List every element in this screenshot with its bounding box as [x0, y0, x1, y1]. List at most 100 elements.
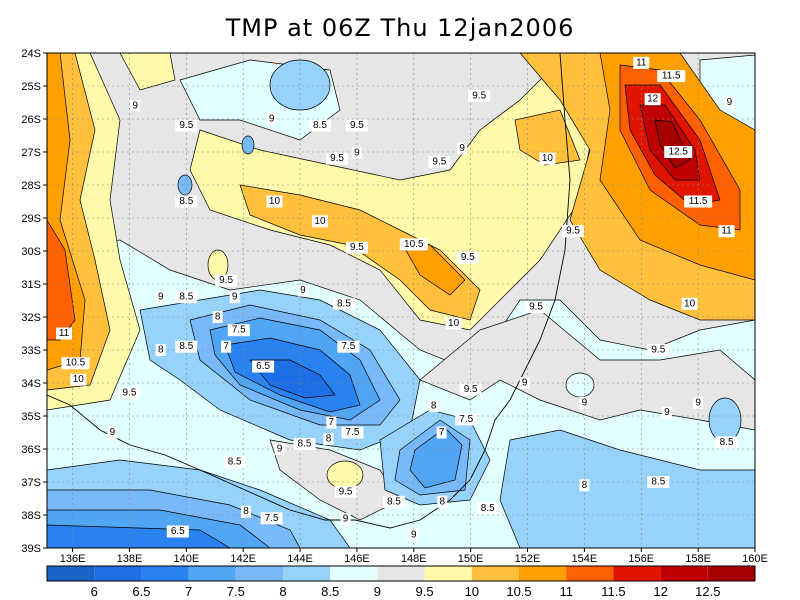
- fill-9.5-10: [119, 53, 176, 91]
- x-tick-label: 160E: [742, 553, 768, 565]
- x-tick-label: 158E: [685, 553, 711, 565]
- contour-label-bg: [326, 152, 349, 165]
- contour-label: 9: [110, 427, 116, 438]
- contour-label-bg: [428, 155, 451, 168]
- contour-label: 7.5: [341, 341, 355, 352]
- contour-label-bg: [221, 340, 232, 353]
- colorbar-swatch: [660, 566, 708, 581]
- colorbar-swatch: [94, 566, 142, 581]
- contour-label: 7: [439, 427, 445, 438]
- colorbar-label: 8: [279, 584, 286, 599]
- contour-label: 9: [459, 143, 465, 154]
- contour-label: 9: [269, 114, 275, 125]
- y-tick-label: 26S: [21, 114, 41, 126]
- contour-label: 10.5: [404, 239, 424, 250]
- contour-label-bg: [241, 505, 252, 518]
- contour-label-bg: [664, 146, 693, 158]
- contour-label-bg: [266, 113, 277, 125]
- contour-label: 6.5: [256, 361, 270, 372]
- colorbar-swatch: [707, 566, 755, 581]
- y-tick-label: 36S: [21, 444, 41, 456]
- contour-label: 11: [59, 328, 70, 339]
- x-tick-label: 138E: [117, 553, 143, 565]
- contour-label: 7: [223, 341, 229, 352]
- x-tick-label: 136E: [60, 553, 86, 565]
- contour-label: 7.5: [232, 325, 246, 336]
- contour-label: 9: [522, 378, 528, 389]
- contour-label: 10: [542, 153, 554, 164]
- contour-label-bg: [408, 528, 419, 541]
- contour-label-bg: [118, 386, 141, 399]
- y-axis-ticks: 24S 25S 26S 27S 28S 29S 30S 31S 32S 33S 34S 35S 36S 3…: [21, 48, 47, 555]
- fill-8.5-9: [565, 372, 595, 398]
- contour-label: 9.5: [566, 226, 580, 237]
- contour-label: 9.5: [339, 486, 353, 497]
- contour-label: 8.5: [337, 298, 351, 309]
- contour-label: 9: [411, 529, 417, 540]
- colorbar-swatch: [519, 566, 567, 581]
- contour-label-bg: [326, 416, 337, 429]
- contour-label-bg: [715, 436, 738, 449]
- contour-label: 9: [664, 407, 670, 418]
- contour-label: 8: [158, 345, 164, 356]
- contour-label-bg: [351, 146, 362, 159]
- contour-label-bg: [175, 119, 198, 132]
- contour-label: 9: [232, 292, 238, 303]
- contour-label-bg: [476, 502, 499, 515]
- contour-label: 9.5: [529, 302, 543, 313]
- y-tick-label: 32S: [21, 312, 41, 324]
- contour-label-bg: [661, 406, 672, 419]
- contour-label-bg: [693, 396, 704, 409]
- contour-label: 9: [727, 97, 733, 108]
- contour-label: 11.5: [662, 71, 681, 82]
- contour-label: 10: [448, 318, 460, 329]
- contour-label-bg: [468, 89, 491, 102]
- contour-label-bg: [274, 443, 285, 455]
- contour-label: 9: [300, 285, 306, 296]
- colorbar-label: 9.5: [416, 584, 434, 599]
- contour-label-bg: [445, 317, 462, 330]
- colorbar-label: 11.5: [601, 584, 625, 599]
- y-tick-label: 39S: [21, 543, 41, 555]
- contour-label: 8.5: [179, 292, 193, 303]
- filled-contours: [47, 53, 755, 548]
- contour-label-bg: [61, 357, 90, 370]
- colorbar-swatch: [283, 566, 331, 581]
- contour-label: 8.5: [651, 477, 665, 488]
- colorbar-label: 10.5: [506, 584, 531, 599]
- contour-label-bg: [340, 513, 351, 526]
- colorbar-swatch: [377, 566, 425, 581]
- contour-label-bg: [647, 344, 670, 356]
- colorbar-label: 9: [374, 584, 381, 599]
- contour-label-bg: [562, 225, 585, 238]
- colorbar-swatch: [424, 566, 472, 581]
- colorbar: 6 6.5 7 7.5 8 8.5 9 9.5 10 10.5 11 11.5 12 12.5: [46, 565, 756, 599]
- fill-8-8.5: [499, 429, 755, 548]
- fill-10-10.5: [514, 109, 581, 166]
- colorbar-swatch: [330, 566, 378, 581]
- x-tick-label: 144E: [287, 553, 313, 565]
- contour-label: 9.5: [219, 275, 233, 286]
- colorbar-swatch: [235, 566, 283, 581]
- contour-label-bg: [297, 284, 308, 297]
- contour-label: 9.5: [179, 120, 193, 131]
- contour-label-bg: [227, 324, 250, 337]
- contour-label: 9: [582, 397, 588, 408]
- contour-label-bg: [107, 426, 118, 439]
- contour-label-bg: [399, 238, 428, 251]
- contour-label: 8.5: [228, 457, 242, 468]
- contour-label-bg: [56, 327, 73, 340]
- contour-label-bg: [332, 297, 355, 310]
- contour-label: 8: [215, 312, 221, 323]
- contour-label: 9: [695, 397, 701, 408]
- contour-label-bg: [519, 377, 530, 389]
- contour-label-bg: [525, 301, 548, 314]
- contour-label-bg: [334, 485, 357, 498]
- contour-label: 9.5: [350, 120, 364, 131]
- contour-label-bg: [341, 426, 364, 439]
- contour-label-bg: [345, 119, 368, 132]
- contour-label: 9.5: [464, 384, 478, 395]
- contour-label: 12: [647, 94, 659, 105]
- contour-label: 11: [721, 226, 732, 237]
- contour-label-bg: [308, 119, 331, 132]
